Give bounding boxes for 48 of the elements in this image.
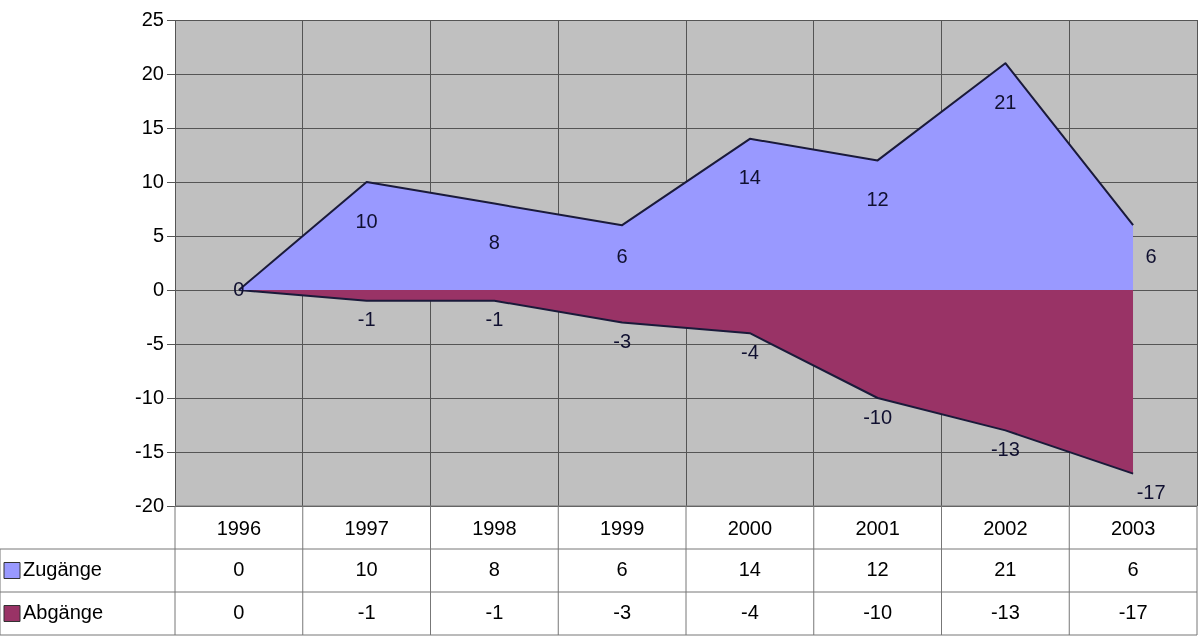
x-tick-label: 2001 <box>855 516 900 539</box>
data-label: -1 <box>485 601 504 624</box>
data-label: -4 <box>740 601 759 624</box>
data-label: -13 <box>990 601 1020 624</box>
legend-label: Abgänge <box>23 601 104 624</box>
annotation: -1 <box>485 308 504 331</box>
data-label: 0 <box>233 558 245 581</box>
annotation: 14 <box>738 166 761 189</box>
data-label: 21 <box>994 558 1017 581</box>
annotation: 10 <box>355 209 378 232</box>
data-label: 0 <box>233 601 245 624</box>
annotation: 6 <box>1145 245 1157 268</box>
y-tick-label: 0 <box>152 277 164 300</box>
annotation: 6 <box>616 245 628 268</box>
y-tick-label: 25 <box>141 7 164 30</box>
annotation: 12 <box>866 187 889 210</box>
data-label: 6 <box>616 558 628 581</box>
legend-label: Zugänge <box>23 558 102 581</box>
data-label: 14 <box>738 558 761 581</box>
x-tick-label: 1996 <box>216 516 262 539</box>
data-label: 10 <box>355 558 378 581</box>
x-tick-label: 2000 <box>727 516 773 539</box>
data-label: 8 <box>488 558 500 581</box>
data-label: -17 <box>1118 601 1148 624</box>
data-label: -1 <box>357 601 376 624</box>
data-label: -10 <box>863 601 893 624</box>
annotation: 21 <box>994 90 1017 113</box>
data-label: -3 <box>613 601 632 624</box>
y-tick-label: 5 <box>152 223 164 246</box>
annotation: -17 <box>1136 481 1166 504</box>
annotation: -10 <box>863 405 893 428</box>
y-tick-label: 20 <box>141 61 164 84</box>
y-tick-label: -5 <box>146 331 164 354</box>
y-tick-label: 15 <box>141 115 164 138</box>
y-tick-label: 10 <box>141 169 164 192</box>
x-tick-label: 1998 <box>472 516 517 539</box>
y-tick-label: -20 <box>135 493 164 516</box>
annotation: 8 <box>488 231 500 254</box>
data-label: 12 <box>866 558 889 581</box>
x-tick-label: 2003 <box>1110 516 1156 539</box>
y-tick-label: -10 <box>135 385 164 408</box>
y-tick-label: -15 <box>135 439 164 462</box>
annotation: -1 <box>357 308 376 331</box>
x-tick-label: 1999 <box>599 516 645 539</box>
x-tick-label: 2002 <box>983 516 1028 539</box>
annotation: -4 <box>740 340 759 363</box>
data-label: 6 <box>1127 558 1139 581</box>
x-tick-label: 1997 <box>344 516 389 539</box>
